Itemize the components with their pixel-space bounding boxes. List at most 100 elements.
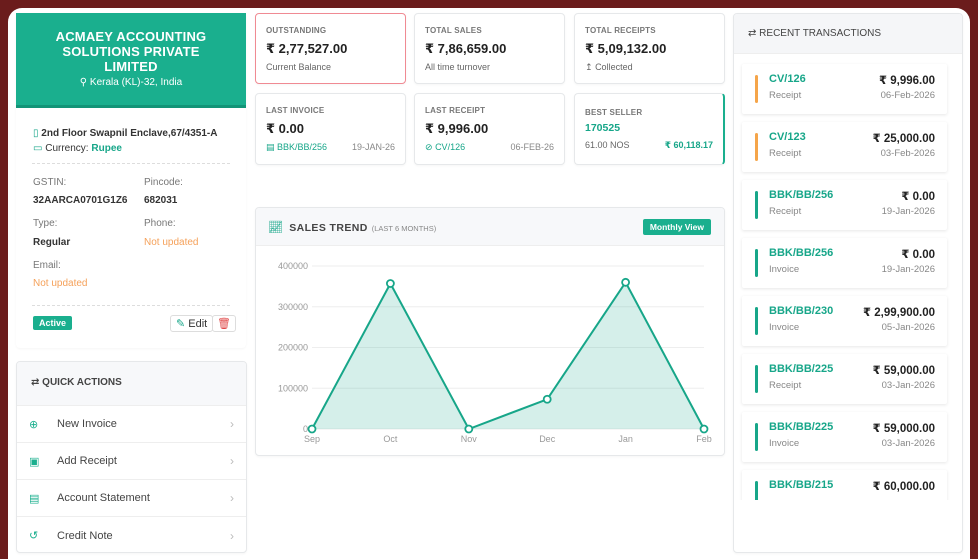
transaction-row-bottom: Receipt 03-Feb-2026 (769, 148, 935, 159)
delete-button[interactable]: 🗑 (212, 315, 236, 332)
y-tick-label: 0 (303, 424, 308, 434)
file-icon: ▤ (266, 142, 275, 152)
quick-action-credit-note[interactable]: ↺ Credit Note › (17, 517, 246, 552)
transaction-date: 03-Jan-2026 (881, 438, 935, 449)
transaction-amount: ₹ 9,996.00 (879, 75, 935, 87)
plus-circle-icon: ⊕ (29, 418, 39, 431)
chart-heading: 📈︎ SALES TREND (LAST 6 MONTHS) (268, 220, 436, 234)
chevron-right-icon: › (230, 417, 234, 431)
stat-last-receipt: LAST RECEIPT ₹ 9,996.00 ⊘ CV/126 06-FEB-… (414, 93, 565, 165)
last-invoice-link[interactable]: ▤ BBK/BB/256 (266, 142, 327, 153)
transaction-row-bottom: Receipt 03-Jan-2026 (769, 380, 935, 391)
transaction-number: BBK/BB/225 (769, 421, 834, 433)
address-text: 2nd Floor Swapnil Enclave,67/4351-A (41, 128, 218, 139)
status-bar (755, 481, 758, 500)
money-icon: ▭ (33, 143, 43, 154)
edit-button[interactable]: ✎ Edit (170, 315, 214, 332)
best-seller-amount: ₹ 60,118.17 (664, 140, 713, 150)
quick-action-add-receipt[interactable]: ▣ Add Receipt › (17, 443, 246, 480)
action-label: Add Receipt (57, 455, 117, 467)
pencil-icon: ✎ (176, 318, 186, 330)
type-label: Type: (33, 218, 58, 229)
x-tick-label: Feb (696, 434, 712, 444)
transaction-item[interactable]: CV/126 ₹ 9,996.00 Receipt 06-Feb-2026 (742, 64, 947, 114)
ref-text: CV/126 (435, 142, 466, 152)
stat-title: TOTAL RECEIPTS (585, 26, 656, 35)
transaction-row-bottom: Receipt 06-Feb-2026 (769, 90, 935, 101)
status-bar (755, 365, 758, 393)
check-circle-icon: ⊘ (425, 142, 433, 152)
chart-title: SALES TREND (289, 222, 368, 234)
transaction-row-top: CV/126 ₹ 9,996.00 (769, 73, 935, 87)
transaction-item[interactable]: BBK/BB/230 ₹ 2,99,900.00 Invoice 05-Jan-… (742, 296, 947, 346)
chevron-right-icon: › (230, 491, 234, 505)
transaction-date: 19-Jan-2026 (881, 264, 935, 275)
transactions-list[interactable]: CV/126 ₹ 9,996.00 Receipt 06-Feb-2026 CV… (734, 54, 962, 500)
monthly-view-button[interactable]: Monthly View (642, 219, 711, 235)
sales-trend-card: 📈︎ SALES TREND (LAST 6 MONTHS) Monthly V… (255, 207, 725, 456)
transaction-item[interactable]: BBK/BB/225 ₹ 59,000.00 Receipt 03-Jan-20… (742, 354, 947, 404)
email-label: Email: (33, 260, 61, 271)
transaction-amount: ₹ 59,000.00 (872, 365, 935, 377)
transaction-row-bottom: Invoice 05-Jan-2026 (769, 322, 935, 333)
stat-total-sales: TOTAL SALES ₹ 7,86,659.00 All time turno… (414, 13, 565, 84)
transaction-type: Invoice (769, 322, 800, 333)
best-seller-qty: 61.00 NOS (585, 140, 630, 150)
currency-label: Currency: (45, 143, 89, 154)
chevron-right-icon: › (230, 454, 234, 468)
stat-subtitle: ↥ Collected (585, 62, 633, 73)
stat-outstanding: OUTSTANDING ₹ 2,77,527.00 Current Balanc… (255, 13, 406, 84)
transaction-amount: ₹ 2,99,900.00 (863, 307, 935, 319)
best-seller-item: 170525 (585, 122, 621, 134)
company-location: ⚲ Kerala (KL)-32, India (16, 77, 246, 88)
transaction-row-bottom: Invoice 03-Jan-2026 (769, 438, 935, 449)
transaction-item[interactable]: CV/123 ₹ 25,000.00 Receipt 03-Feb-2026 (742, 122, 947, 172)
y-tick-label: 200000 (278, 343, 308, 353)
transaction-item[interactable]: BBK/BB/256 ₹ 0.00 Receipt 19-Jan-2026 (742, 180, 947, 230)
data-point (542, 394, 552, 404)
transaction-type: Invoice (769, 264, 800, 275)
divider (32, 163, 230, 164)
transaction-number: BBK/BB/256 (769, 247, 834, 259)
exchange-icon: ⇄ (748, 28, 757, 39)
transaction-row-bottom: Invoice 19-Jan-2026 (769, 264, 935, 275)
stat-value: ₹ 0.00 (266, 121, 304, 136)
company-address: ▯ 2nd Floor Swapnil Enclave,67/4351-A (33, 128, 217, 139)
trash-icon: 🗑 (217, 318, 231, 330)
stat-footer: ▤ BBK/BB/256 19-JAN-26 (266, 142, 395, 153)
transaction-type: Receipt (769, 206, 802, 217)
stat-footer: 61.00 NOS ₹ 60,118.17 (585, 140, 713, 151)
area-fill (312, 282, 704, 429)
transaction-row-top: BBK/BB/230 ₹ 2,99,900.00 (769, 305, 935, 319)
sales-trend-header: 📈︎ SALES TREND (LAST 6 MONTHS) Monthly V… (256, 208, 724, 246)
transaction-item[interactable]: BBK/BB/215 ₹ 60,000.00 (742, 470, 947, 500)
transaction-date: 03-Feb-2026 (880, 148, 935, 159)
transaction-row-top: BBK/BB/256 ₹ 0.00 (769, 189, 935, 203)
email-value: Not updated (33, 278, 88, 289)
y-tick-label: 400000 (278, 261, 308, 271)
action-label: Credit Note (57, 529, 113, 542)
status-bar (755, 133, 758, 161)
transaction-number: CV/126 (769, 73, 806, 85)
line-chart-icon: 📈︎ (268, 220, 284, 234)
transaction-date: 19-Jan-2026 (881, 206, 935, 217)
quick-action-account-statement[interactable]: ▤ Account Statement › (17, 480, 246, 517)
transaction-row-top: BBK/BB/256 ₹ 0.00 (769, 247, 935, 261)
map-pin-icon: ⚲ (79, 77, 88, 88)
transaction-number: BBK/BB/215 (769, 479, 834, 491)
y-tick-label: 300000 (278, 302, 308, 312)
stat-total-receipts: TOTAL RECEIPTS ₹ 5,09,132.00 ↥ Collected (574, 13, 725, 84)
quick-action-new-invoice[interactable]: ⊕ New Invoice › (17, 406, 246, 443)
stat-title: OUTSTANDING (266, 26, 327, 35)
transaction-item[interactable]: BBK/BB/225 ₹ 59,000.00 Invoice 03-Jan-20… (742, 412, 947, 462)
company-name: ACMAEY ACCOUNTING SOLUTIONS PRIVATE LIMI… (55, 29, 207, 74)
last-receipt-link[interactable]: ⊘ CV/126 (425, 142, 465, 153)
stat-value: ₹ 7,86,659.00 (425, 41, 507, 56)
stat-footer: ⊘ CV/126 06-FEB-26 (425, 142, 554, 153)
company-header: ACMAEY ACCOUNTING SOLUTIONS PRIVATE LIMI… (16, 13, 246, 108)
money-icon: ▣ (29, 455, 40, 468)
stat-title: LAST INVOICE (266, 106, 325, 115)
transaction-item[interactable]: BBK/BB/256 ₹ 0.00 Invoice 19-Jan-2026 (742, 238, 947, 288)
type-value: Regular (33, 237, 71, 248)
transaction-number: BBK/BB/225 (769, 363, 834, 375)
